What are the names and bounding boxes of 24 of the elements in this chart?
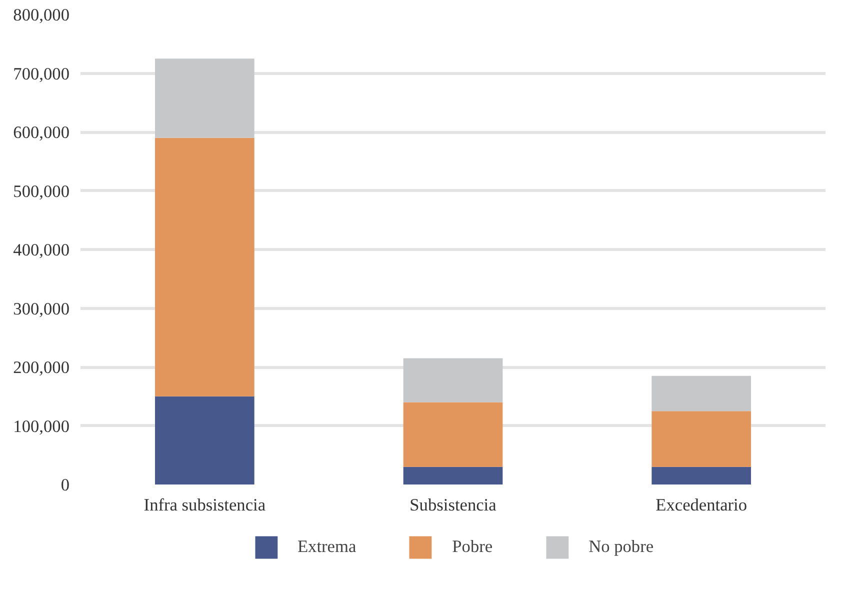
bar <box>155 396 254 484</box>
x-tick-label: Subsistencia <box>410 496 497 514</box>
legend-label: Pobre <box>452 537 493 557</box>
y-tick-label: 300,000 <box>13 299 70 318</box>
bar <box>403 358 503 402</box>
x-tick-label: Infra subsistencia <box>144 496 266 514</box>
x-tick-label: Excedentario <box>656 496 748 514</box>
bar <box>652 466 751 484</box>
y-tick-label: 500,000 <box>13 182 70 201</box>
bar <box>652 376 751 412</box>
y-tick-label: 0 <box>60 476 70 494</box>
legend-label: Extrema <box>297 537 356 557</box>
legend-label: No pobre <box>588 537 654 557</box>
bar <box>155 138 254 396</box>
y-tick-label: 400,000 <box>13 240 70 260</box>
y-tick-label: 800,000 <box>13 6 70 24</box>
y-tick-label: 700,000 <box>13 64 70 84</box>
y-tick-label: 100,000 <box>13 416 70 436</box>
bar <box>403 466 503 484</box>
bar <box>155 58 254 138</box>
bar <box>652 411 751 467</box>
y-tick-label: 600,000 <box>13 123 70 142</box>
bar <box>403 402 503 467</box>
y-tick-label: 200,000 <box>13 358 70 377</box>
